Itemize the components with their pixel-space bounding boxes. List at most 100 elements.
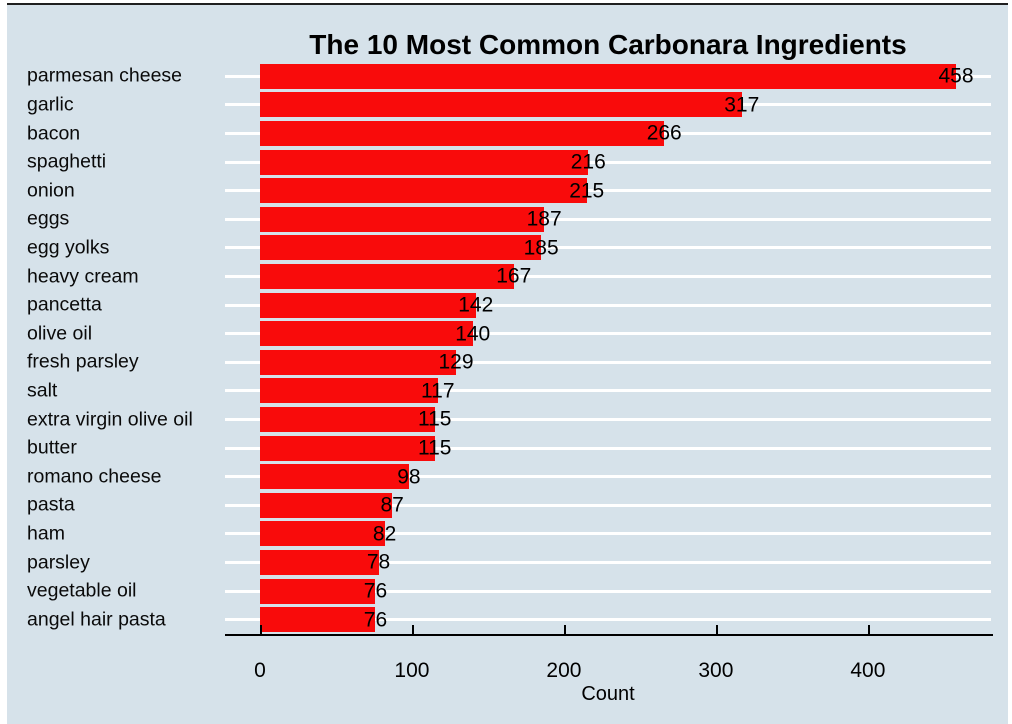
bar — [259, 378, 438, 404]
bar-row: 266 — [225, 119, 991, 148]
value-label: 266 — [646, 121, 682, 145]
gridline — [225, 274, 991, 278]
category-label: garlic — [27, 93, 74, 116]
gridline — [225, 618, 991, 622]
x-axis-label: Count — [581, 683, 635, 705]
value-label: 117 — [421, 379, 455, 403]
gridline — [225, 160, 991, 164]
bar — [259, 206, 545, 232]
value-label: 115 — [417, 407, 452, 431]
bar-row: 129 — [225, 348, 991, 377]
value-label: 142 — [458, 293, 494, 317]
value-label: 317 — [724, 93, 760, 117]
bar-row: 115 — [225, 405, 991, 434]
bar — [259, 464, 409, 490]
x-tick-mark — [563, 625, 566, 634]
x-tick-mark — [715, 625, 718, 634]
category-label: eggs — [27, 207, 70, 230]
bar-row: 76 — [225, 577, 991, 606]
bar — [259, 521, 385, 547]
category-label: ham — [27, 522, 65, 545]
gridline — [225, 246, 991, 250]
value-label: 187 — [526, 207, 562, 231]
category-label: butter — [27, 436, 77, 459]
x-tick-mark — [259, 625, 262, 634]
category-label: onion — [27, 178, 75, 201]
value-label: 216 — [570, 150, 606, 174]
bar-row: 117 — [225, 377, 991, 406]
x-tick-label: 0 — [254, 659, 266, 682]
value-label: 82 — [372, 522, 397, 546]
value-label: 167 — [496, 264, 532, 288]
bar-row: 142 — [225, 291, 991, 320]
category-label: romano cheese — [27, 464, 162, 487]
bar-row: 215 — [225, 176, 991, 205]
bar-row: 167 — [225, 262, 991, 291]
chart-title: The 10 Most Common Carbonara Ingredients — [309, 29, 907, 60]
bar-row: 76 — [225, 605, 991, 634]
gridline — [225, 589, 991, 593]
bar-row: 185 — [225, 234, 991, 263]
bar-row: 87 — [225, 491, 991, 520]
category-label: heavy cream — [27, 264, 139, 287]
gridline — [225, 360, 991, 364]
bar-row: 216 — [225, 148, 991, 177]
gridline — [225, 560, 991, 564]
bar-row: 187 — [225, 205, 991, 234]
bar — [259, 578, 376, 604]
x-tick-mark — [867, 625, 870, 634]
value-label: 87 — [380, 493, 404, 517]
value-label: 458 — [938, 64, 974, 88]
value-label: 215 — [569, 179, 605, 203]
gridline — [225, 446, 991, 450]
gridline — [225, 417, 991, 421]
bar — [259, 549, 379, 575]
category-label: pancetta — [27, 293, 102, 316]
x-axis-line — [225, 634, 993, 636]
gridline — [225, 475, 991, 479]
value-label: 98 — [397, 465, 421, 489]
category-label: spaghetti — [27, 150, 107, 173]
bar — [259, 263, 514, 289]
bar-row: 458 — [225, 62, 991, 91]
value-label: 76 — [363, 608, 388, 632]
value-label: 140 — [455, 322, 491, 346]
x-tick-label: 400 — [850, 659, 886, 682]
gridline — [225, 332, 991, 336]
bar-row: 98 — [225, 462, 991, 491]
bar — [259, 120, 665, 146]
gridline — [225, 532, 991, 536]
bar — [259, 607, 376, 633]
bar — [259, 292, 476, 318]
bar-row: 317 — [225, 91, 991, 120]
gridline — [225, 189, 991, 193]
x-tick-label: 100 — [394, 659, 430, 682]
gridline — [225, 503, 991, 507]
category-label: pasta — [27, 493, 75, 516]
bar — [259, 349, 456, 375]
category-label: bacon — [27, 121, 81, 144]
bar-row: 78 — [225, 548, 991, 577]
bar — [259, 178, 587, 204]
x-tick-label: 200 — [546, 659, 582, 682]
bar — [259, 235, 542, 261]
gridline — [225, 303, 991, 307]
chart-figure: The 10 Most Common Carbonara Ingredients… — [7, 3, 1008, 724]
category-label: egg yolks — [27, 236, 110, 259]
bar — [259, 63, 957, 89]
plot-area: 458 317 266 216 215 187 185 167 142 140 129 117 115 1… — [225, 62, 991, 634]
bar-row: 115 — [225, 434, 991, 463]
category-label: olive oil — [27, 321, 93, 344]
bar — [259, 321, 473, 347]
bar — [259, 406, 435, 432]
category-label: parsley — [27, 550, 90, 573]
x-tick-label: 300 — [698, 659, 734, 682]
category-label: extra virgin olive oil — [27, 407, 193, 430]
value-label: 78 — [366, 550, 391, 574]
bar-row: 82 — [225, 520, 991, 549]
value-label: 76 — [363, 579, 388, 603]
bar — [259, 492, 393, 518]
category-label: angel hair pasta — [27, 607, 166, 630]
category-label: fresh parsley — [27, 350, 139, 373]
x-tick-mark — [411, 625, 414, 634]
